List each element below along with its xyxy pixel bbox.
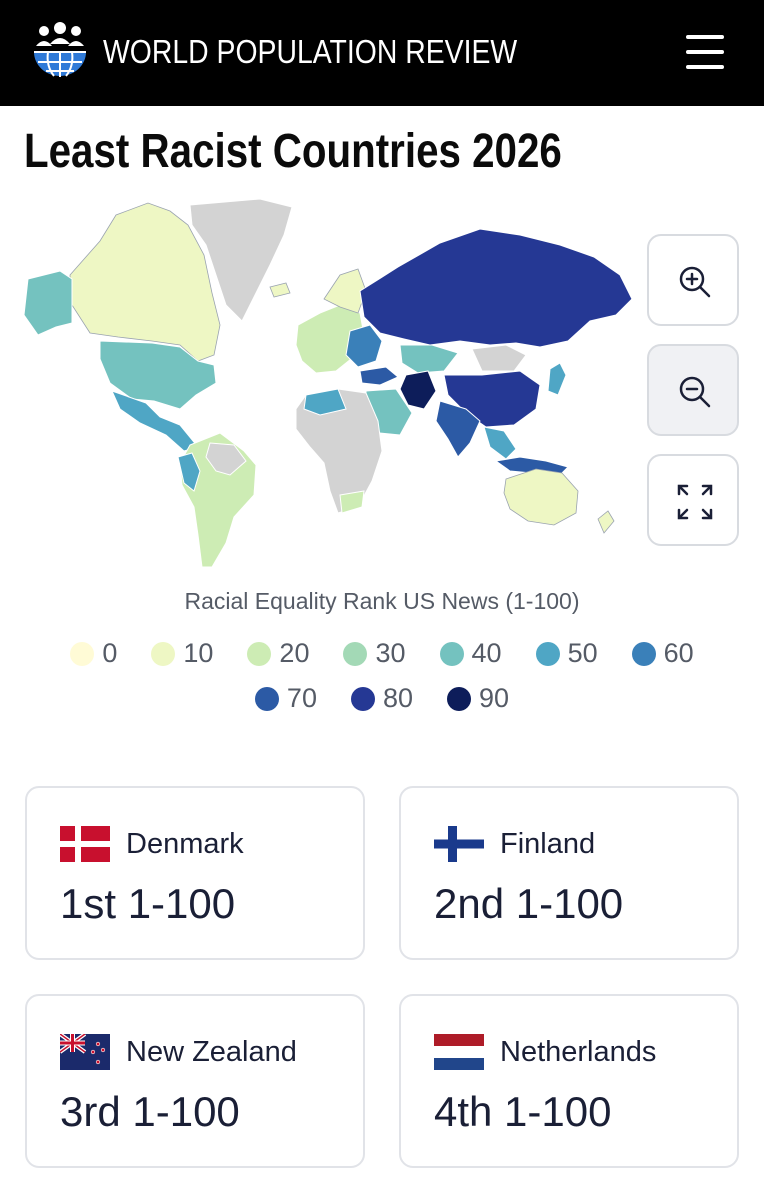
legend-item[interactable]: 30 <box>343 638 406 669</box>
legend-swatch <box>343 641 368 666</box>
world-choropleth-map[interactable] <box>20 195 640 585</box>
country-card-netherlands[interactable]: Netherlands 4th 1-100 <box>399 994 739 1168</box>
zoom-in-button[interactable] <box>647 234 739 326</box>
legend-item[interactable]: 60 <box>631 638 694 669</box>
legend-item[interactable]: 90 <box>447 683 509 714</box>
map-region-greenland <box>189 198 293 322</box>
map-region-iran <box>399 370 437 410</box>
legend-swatch <box>631 641 656 666</box>
zoom-in-icon <box>679 266 711 298</box>
legend-swatch <box>535 641 560 666</box>
legend-swatch <box>247 641 272 666</box>
map-region-north-africa <box>303 388 347 416</box>
legend-swatch <box>350 686 375 711</box>
legend-label: 20 <box>279 638 310 668</box>
zoom-out-icon <box>679 376 711 408</box>
map-region-india <box>435 400 481 458</box>
legend-row-2: 70 80 90 <box>0 683 764 714</box>
country-rank: 1st 1-100 <box>60 880 236 927</box>
country-rank: 3rd 1-100 <box>60 1088 240 1135</box>
new-zealand-flag-icon <box>60 1034 110 1070</box>
legend-item[interactable]: 80 <box>350 683 414 714</box>
map-region-russia <box>359 228 633 348</box>
legend-label: 30 <box>375 638 406 668</box>
map-region-brazil-gray <box>205 442 247 476</box>
legend-label: 50 <box>567 638 598 668</box>
legend-item[interactable]: 40 <box>439 638 502 669</box>
map-region-turkey <box>359 366 399 386</box>
map-region-canada <box>69 202 221 362</box>
country-name: Finland <box>500 828 596 860</box>
brand-name[interactable]: WORLD POPULATION REVIEW <box>103 33 518 70</box>
map-region-peru <box>177 452 201 492</box>
legend-label: 0 <box>102 638 118 668</box>
legend-swatch <box>70 641 95 666</box>
country-name: Netherlands <box>500 1036 657 1068</box>
map-region-japan <box>547 362 567 396</box>
country-card-denmark[interactable]: Denmark 1st 1-100 <box>25 786 365 960</box>
legend-label: 70 <box>286 683 317 713</box>
legend-label: 90 <box>479 683 510 713</box>
map-region-iceland <box>269 282 291 298</box>
hamburger-menu-icon[interactable] <box>684 32 728 72</box>
legend-label: 10 <box>183 638 214 668</box>
map-region-new-zealand <box>597 510 615 534</box>
top-navigation-bar: WORLD POPULATION REVIEW <box>0 0 764 106</box>
fullscreen-icon <box>677 484 713 520</box>
country-card-finland[interactable]: Finland 2nd 1-100 <box>399 786 739 960</box>
legend-row-1: 0 10 20 30 40 50 60 <box>0 638 764 669</box>
map-region-indonesia <box>494 456 569 476</box>
country-card-new-zealand[interactable]: New Zealand 3rd 1-100 <box>25 994 365 1168</box>
map-region-alaska <box>23 270 73 336</box>
legend-item[interactable]: 0 <box>70 638 117 669</box>
legend-item[interactable]: 70 <box>254 683 317 714</box>
page-title: Least Racist Countries 2026 <box>24 125 562 178</box>
denmark-flag-icon <box>60 826 110 862</box>
legend-title: Racial Equality Rank US News (1-100) <box>184 588 580 614</box>
map-region-usa <box>99 340 217 410</box>
map-region-australia <box>503 468 579 526</box>
map-region-south-africa <box>339 490 365 514</box>
legend-swatch <box>439 641 464 666</box>
country-name: New Zealand <box>126 1036 297 1068</box>
netherlands-flag-icon <box>434 1034 484 1070</box>
zoom-out-button[interactable] <box>647 344 739 436</box>
legend-swatch <box>447 686 472 711</box>
country-name: Denmark <box>126 828 244 860</box>
legend-label: 60 <box>663 638 694 668</box>
country-rank: 2nd 1-100 <box>434 880 624 927</box>
fullscreen-button[interactable] <box>647 454 739 546</box>
map-region-kazakhstan <box>399 344 459 374</box>
map-region-southeast-asia <box>483 426 517 460</box>
legend-swatch <box>254 686 279 711</box>
finland-flag-icon <box>434 826 484 862</box>
legend-label: 80 <box>382 683 414 713</box>
legend-swatch <box>151 641 176 666</box>
map-region-eastern-europe <box>345 324 383 368</box>
country-rank: 4th 1-100 <box>434 1088 612 1135</box>
legend-item[interactable]: 20 <box>247 638 309 669</box>
legend-item[interactable]: 10 <box>151 638 213 669</box>
legend-item[interactable]: 50 <box>535 638 598 669</box>
legend-label: 40 <box>471 638 502 668</box>
globe-people-icon[interactable] <box>30 22 90 80</box>
map-region-mongolia <box>471 344 527 372</box>
